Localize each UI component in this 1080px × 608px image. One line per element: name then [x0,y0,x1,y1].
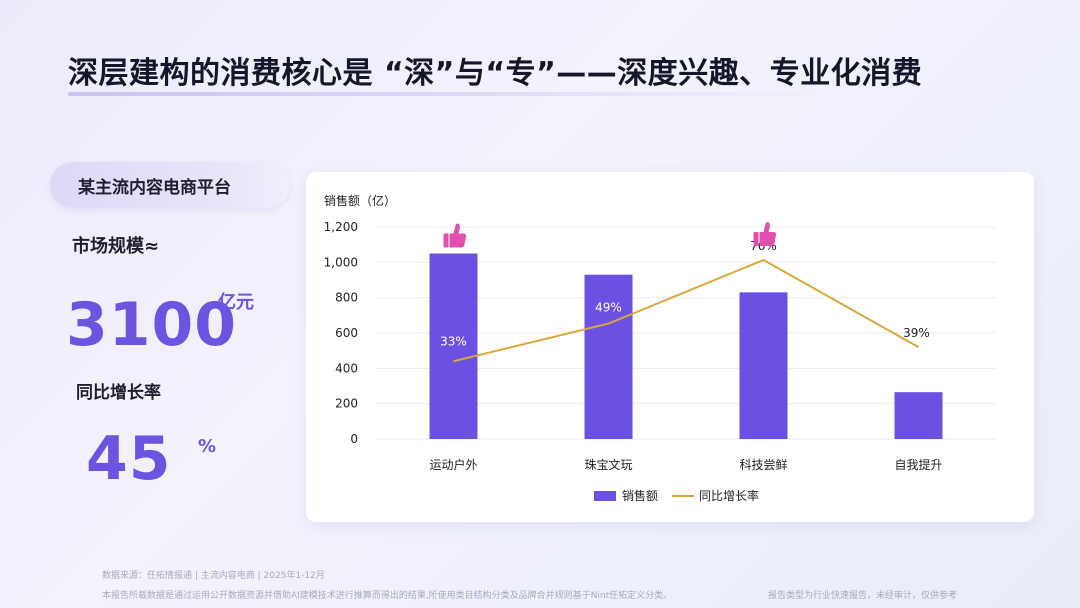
footer-source: 数据来源：任拓情报通 | 主流内容电商 | 2025年1-12月 [102,571,325,581]
growth-rate-label: 同比增长率 [76,383,161,403]
growth-label-2: 49% [595,301,622,315]
bar-2 [584,274,633,439]
bar-4 [894,392,943,439]
platform-pill: 某主流内容电商平台 [50,162,290,208]
growth-rate-unit: % [198,436,217,457]
legend-bar-label: 销售额 [622,488,658,503]
y-tick-label: 0 [350,432,358,446]
footer-disclaimer: 报告类型为行业快速报告，未经审计，仅供参考 [768,591,958,601]
legend-line-label: 同比增长率 [699,488,759,503]
thumbs-up-icon [753,221,777,246]
market-size-label: 市场规模≈ [72,236,160,257]
title-underline [68,92,828,96]
sales-chart: 销售额（亿） 0 200 400 600 800 1,000 1,200 运动户外 珠宝文玩 科技尝… [324,193,996,503]
x-tick-label: 科技尝鲜 [739,457,787,472]
y-axis-title: 销售额（亿） [324,193,396,208]
y-tick-label: 1,200 [324,220,358,234]
bar-1 [429,253,478,439]
y-tick-label: 800 [335,291,358,305]
platform-label: 某主流内容电商平台 [78,177,231,198]
y-tick-label: 400 [335,361,358,375]
market-size-value: 3100 [66,290,237,360]
x-tick-label: 珠宝文玩 [584,457,632,472]
growth-label-4: 39% [903,326,930,340]
y-tick-label: 600 [335,326,358,340]
thumbs-up-icon [443,223,467,248]
x-tick-label: 自我提升 [894,457,942,472]
market-size-unit: 亿元 [218,292,254,313]
x-tick-label: 运动户外 [429,457,477,472]
bar-3 [739,292,788,439]
y-tick-label: 1,000 [324,255,358,269]
growth-label-1: 33% [440,334,467,348]
y-tick-label: 200 [335,397,358,411]
footer-note: 本报告所载数据是通过运用公开数据资源并借助AI建模技术进行推算而得出的结果,所使… [102,591,673,601]
legend-bar-swatch [594,491,616,501]
page-title: 深层建构的消费核心是 “深”与“专”——深度兴趣、专业化消费 [68,56,923,91]
growth-rate-value: 45 [86,424,172,494]
growth-line [453,258,919,363]
chart-card: 销售额（亿） 0 200 400 600 800 1,000 1,200 运动户外 珠宝文玩 科技尝… [306,172,1034,522]
